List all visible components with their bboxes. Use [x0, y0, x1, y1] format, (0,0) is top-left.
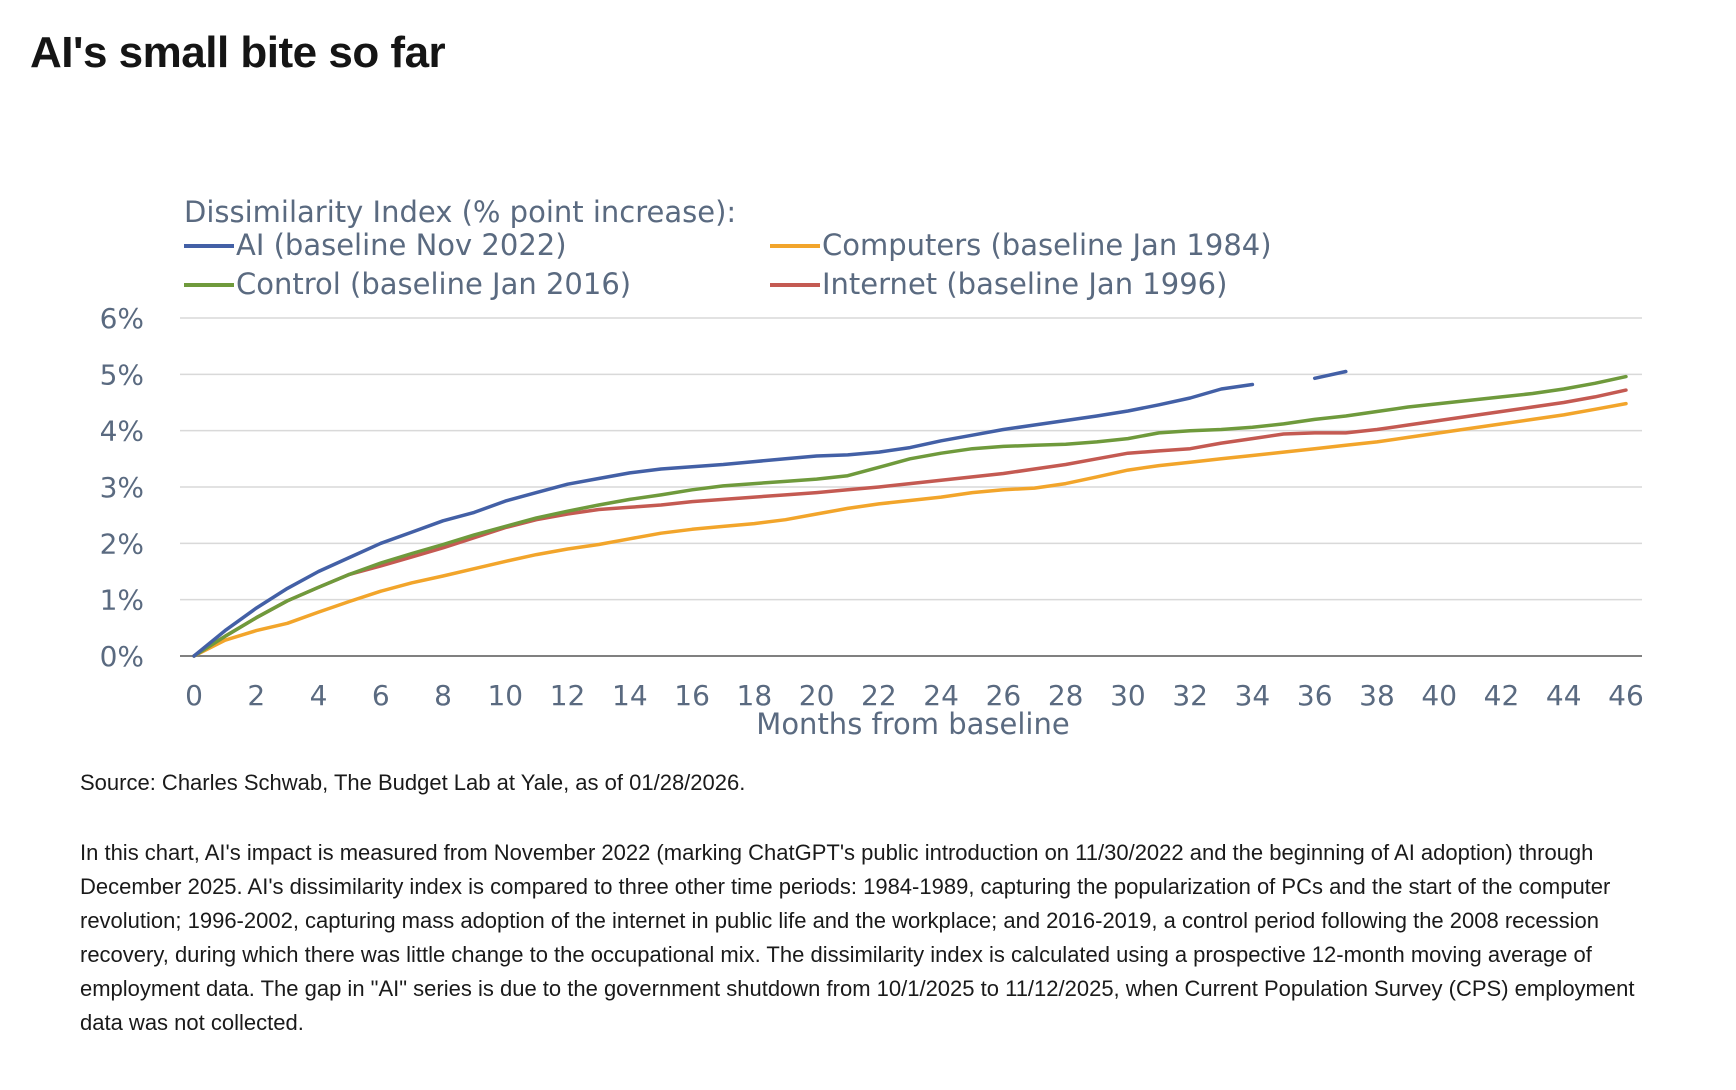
x-tick-label: 36	[1297, 679, 1333, 712]
x-tick-label: 18	[737, 679, 773, 712]
y-tick-label: 1%	[100, 584, 144, 617]
y-axis-ticks: 0% 1% 2% 3% 4% 5% 6%	[100, 302, 144, 673]
x-tick-label: 10	[487, 679, 523, 712]
legend-label-computers: Computers (baseline Jan 1984)	[822, 228, 1272, 262]
x-tick-label: 26	[986, 679, 1022, 712]
source-note: Source: Charles Schwab, The Budget Lab a…	[80, 770, 746, 795]
x-tick-label: 30	[1110, 679, 1146, 712]
x-tick-label: 34	[1235, 679, 1271, 712]
series-lines	[192, 369, 1628, 658]
legend: AI (baseline Nov 2022) Computers (baselin…	[184, 228, 1272, 301]
x-tick-label: 42	[1484, 679, 1520, 712]
line-chart: Dissimilarity Index (% point increase): …	[100, 195, 1644, 741]
gridlines	[180, 317, 1642, 601]
y-tick-label: 4%	[100, 415, 144, 448]
chart-title: Dissimilarity Index (% point increase):	[184, 195, 736, 229]
x-tick-label: 2	[247, 679, 265, 712]
y-tick-label: 3%	[100, 471, 144, 504]
series-line-control	[192, 374, 1628, 658]
x-tick-label: 32	[1172, 679, 1208, 712]
x-axis-label: Months from baseline	[756, 707, 1069, 741]
page-title: AI's small bite so far	[30, 28, 446, 77]
series-line-ai	[192, 369, 1348, 658]
x-tick-label: 14	[612, 679, 648, 712]
series-line-computers	[192, 401, 1628, 658]
x-tick-label: 12	[550, 679, 586, 712]
x-tick-label: 8	[434, 679, 452, 712]
x-tick-label: 38	[1359, 679, 1395, 712]
x-tick-label: 46	[1608, 679, 1644, 712]
x-tick-label: 44	[1546, 679, 1582, 712]
legend-label-ai: AI (baseline Nov 2022)	[236, 228, 567, 262]
x-tick-label: 28	[1048, 679, 1084, 712]
y-tick-label: 2%	[100, 527, 144, 560]
x-tick-label: 16	[674, 679, 710, 712]
legend-label-internet: Internet (baseline Jan 1996)	[822, 267, 1227, 301]
x-tick-label: 24	[923, 679, 959, 712]
legend-label-control: Control (baseline Jan 2016)	[236, 267, 631, 301]
x-tick-label: 4	[310, 679, 328, 712]
series-line-internet	[192, 388, 1628, 658]
y-tick-label: 0%	[100, 640, 144, 673]
x-tick-label: 40	[1421, 679, 1457, 712]
x-tick-label: 6	[372, 679, 390, 712]
x-tick-label: 0	[185, 679, 203, 712]
x-axis-ticks: 0 2 4 6 8 10 12 14 16 18 20 22 24 26 28 30 32 34 36 38 40 42 4…	[185, 679, 1644, 712]
x-tick-label: 20	[799, 679, 835, 712]
x-tick-label: 22	[861, 679, 897, 712]
chart-explanation: In this chart, AI's impact is measured f…	[80, 840, 1635, 1035]
y-tick-label: 5%	[100, 358, 144, 391]
y-tick-label: 6%	[100, 302, 144, 335]
